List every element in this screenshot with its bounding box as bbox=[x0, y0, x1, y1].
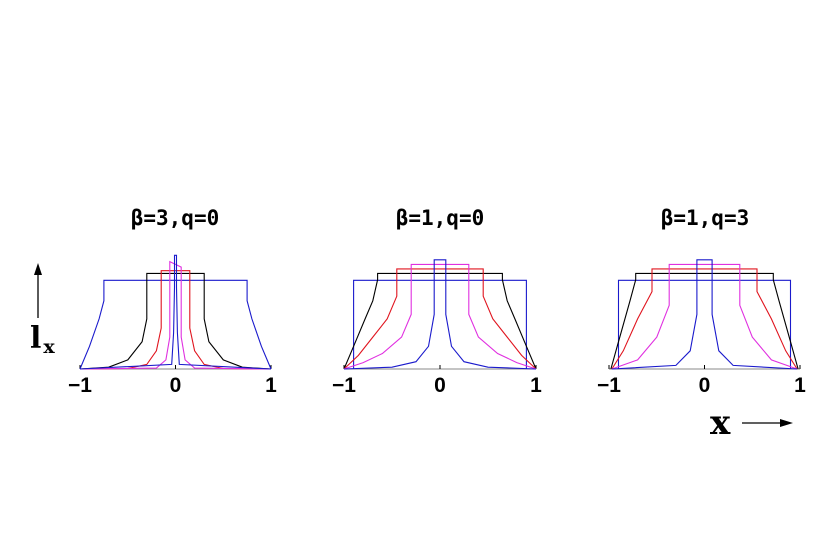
panel-beta3-q0: β=3,q=0 −1 0 1 bbox=[68, 206, 277, 397]
series-line-0 bbox=[79, 279, 272, 370]
x-axis-label-group: x bbox=[710, 403, 793, 443]
x-tick-label: −1 bbox=[332, 374, 356, 397]
series-line-3 bbox=[343, 263, 537, 370]
panel-beta1-q3: β=1,q=3 −1 0 1 bbox=[597, 206, 806, 397]
series-line-1 bbox=[79, 272, 272, 370]
series-line-0 bbox=[353, 279, 527, 369]
panel-beta1-q0: β=1,q=0 −1 0 1 bbox=[332, 206, 542, 397]
y-axis-label-subscript: x bbox=[43, 336, 55, 358]
y-axis-arrow-head bbox=[34, 263, 42, 275]
x-axis-label: x bbox=[710, 403, 731, 443]
x-tick-label: 1 bbox=[794, 374, 806, 397]
series-line-3 bbox=[611, 263, 798, 370]
panel-title: β=3,q=0 bbox=[131, 206, 220, 230]
x-tick-label: 1 bbox=[265, 374, 277, 397]
series-line-4 bbox=[343, 259, 537, 370]
x-tick-label: 0 bbox=[170, 374, 182, 397]
series-line-0 bbox=[617, 279, 792, 369]
x-tick-label: 0 bbox=[434, 374, 446, 397]
series-line-3 bbox=[79, 260, 272, 370]
series-line-2 bbox=[611, 268, 798, 370]
series-line-1 bbox=[610, 272, 799, 370]
x-tick-label: 1 bbox=[530, 374, 542, 397]
series-line-4 bbox=[611, 259, 798, 370]
x-tick-label: 0 bbox=[699, 374, 711, 397]
x-axis-arrow-head bbox=[780, 419, 793, 427]
panel-title: β=1,q=0 bbox=[396, 206, 485, 230]
series-line-4 bbox=[79, 254, 272, 370]
x-tick-label: −1 bbox=[597, 374, 621, 397]
x-tick-label: −1 bbox=[68, 374, 92, 397]
series-line-2 bbox=[343, 268, 537, 370]
series-line-2 bbox=[79, 270, 272, 370]
panel-title: β=1,q=3 bbox=[661, 206, 750, 230]
series-line-1 bbox=[343, 272, 537, 370]
